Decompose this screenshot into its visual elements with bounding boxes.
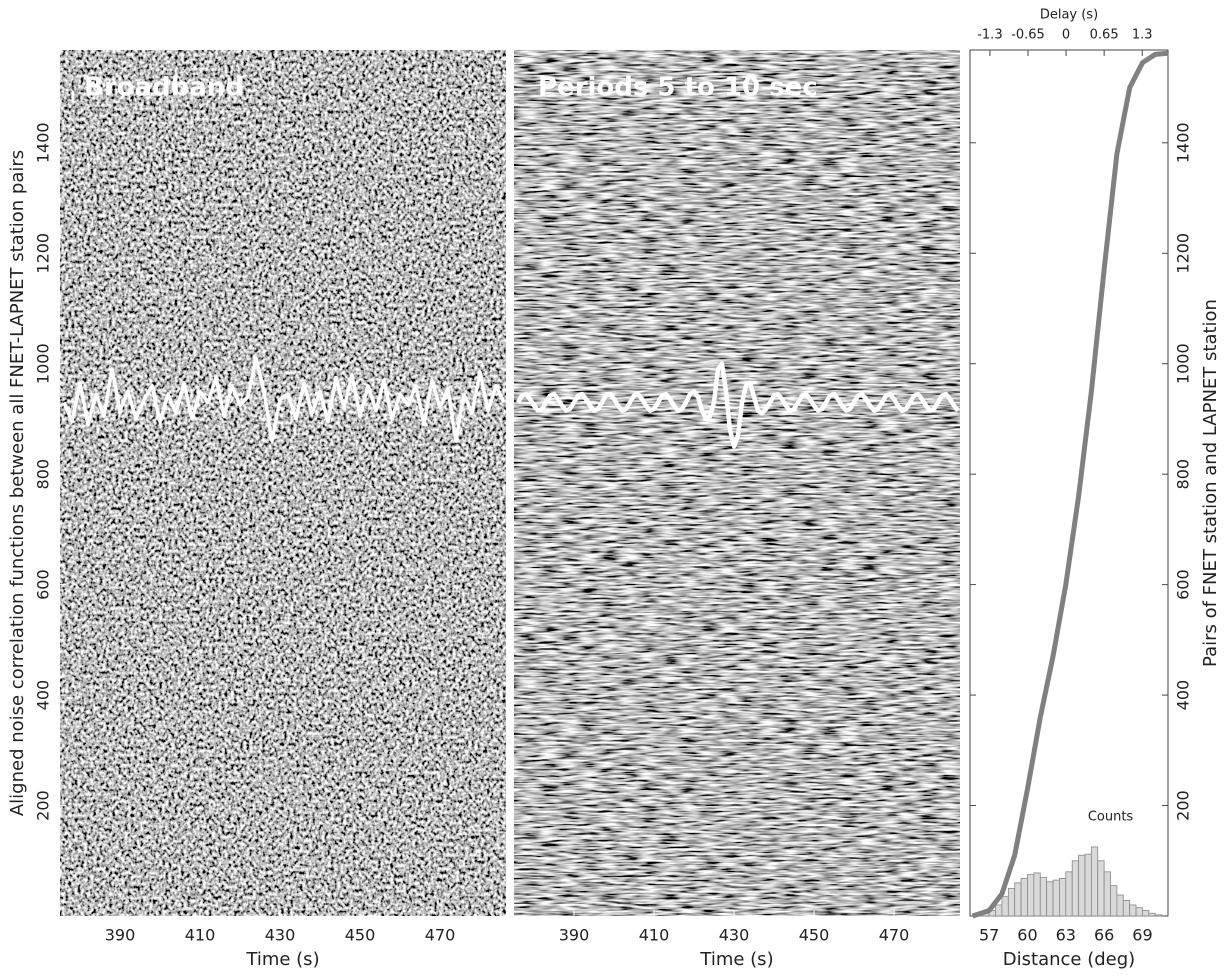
histogram-bar: [1052, 879, 1060, 917]
histogram-bar: [1084, 853, 1092, 917]
x-axis-label: Time (s): [699, 949, 773, 970]
histogram-bar: [1065, 871, 1073, 917]
histogram-bar: [1071, 860, 1079, 917]
y-tick-label: 600: [34, 569, 53, 600]
x-tick-label: 390: [105, 926, 136, 945]
histogram-bar: [1039, 876, 1048, 917]
y-tick-label: 800: [34, 459, 53, 490]
x-tick-label: 470: [425, 926, 456, 945]
histogram-bar: [1090, 846, 1099, 917]
histogram-bar: [1020, 878, 1028, 917]
x-tick-label: 430: [265, 926, 296, 945]
x-tick-label: 60: [1017, 926, 1037, 945]
histogram-bar: [1103, 871, 1111, 917]
y-tick-label: 200: [34, 790, 53, 821]
y-tick-label: 600: [1174, 569, 1193, 600]
data-line: [516, 361, 960, 449]
y-axis-label: Aligned noise correlation functions betw…: [7, 150, 28, 816]
x-tick-label: 430: [719, 926, 750, 945]
y-tick-label: 1200: [1174, 233, 1193, 274]
x2-axis-label: Delay (s): [1040, 8, 1098, 23]
data-line: [971, 50, 1169, 919]
histogram-bar: [1007, 887, 1016, 917]
y-tick-label: 400: [1174, 680, 1193, 711]
x-tick-label: 63: [1056, 926, 1076, 945]
histogram-bar: [1154, 914, 1163, 917]
histogram-bar: [1078, 854, 1086, 917]
x-axis-label: Time (s): [245, 949, 319, 970]
x-tick-label: 450: [799, 926, 830, 945]
x2-tick-label: -0.65: [1011, 28, 1045, 43]
histogram-bar: [1148, 912, 1156, 917]
x-tick-label: 66: [1094, 926, 1114, 945]
y-tick-label: 1200: [34, 233, 53, 274]
histogram-bar: [1046, 881, 1054, 917]
histogram-bar: [1142, 910, 1150, 917]
x2-tick-label: 1.3: [1132, 28, 1153, 43]
x-tick-label: 57: [979, 926, 999, 945]
data-line: [62, 356, 506, 443]
histogram-bar: [1001, 896, 1009, 917]
y-axis-label: Pairs of FNET station and LAPNET station: [1200, 299, 1221, 667]
histogram-bar: [995, 904, 1003, 917]
histogram-bar: [1027, 874, 1035, 917]
histogram-label: Counts: [1088, 810, 1134, 825]
histogram-bar: [1122, 900, 1131, 917]
y-tick-label: 1400: [1174, 122, 1193, 163]
histogram-bar: [1110, 885, 1118, 917]
panel-title: Periods 5 to 10 sec: [538, 73, 818, 103]
image-broadband: [60, 50, 506, 916]
y-tick-label: 1000: [34, 343, 53, 384]
histogram-bar: [1014, 882, 1022, 917]
x-tick-label: 470: [879, 926, 910, 945]
histogram-bar: [1097, 860, 1105, 917]
panel-title: Broadband: [84, 73, 244, 103]
x-tick-label: 390: [559, 926, 590, 945]
x2-tick-label: 0: [1062, 28, 1070, 43]
histogram-bar: [1116, 894, 1124, 917]
histogram-bar: [1033, 872, 1041, 917]
x-tick-label: 450: [345, 926, 376, 945]
y-tick-label: 400: [34, 680, 53, 711]
histogram-bar: [1129, 904, 1137, 917]
x2-tick-label: -1.3: [977, 28, 1002, 43]
y-tick-label: 1400: [34, 122, 53, 163]
histogram-bar: [1135, 907, 1143, 917]
y-tick-label: 1000: [1174, 343, 1193, 384]
x-tick-label: 410: [639, 926, 670, 945]
x-tick-label: 410: [185, 926, 216, 945]
histogram-bar: [1059, 878, 1067, 917]
y-tick-label: 800: [1174, 459, 1193, 490]
x-axis-label: Distance (deg): [1003, 949, 1135, 970]
panel-distance: [969, 49, 1169, 917]
x2-tick-label: 0.65: [1090, 28, 1119, 43]
image-filtered: [514, 50, 960, 916]
y-tick-label: 200: [1174, 790, 1193, 821]
x-tick-label: 69: [1132, 926, 1152, 945]
